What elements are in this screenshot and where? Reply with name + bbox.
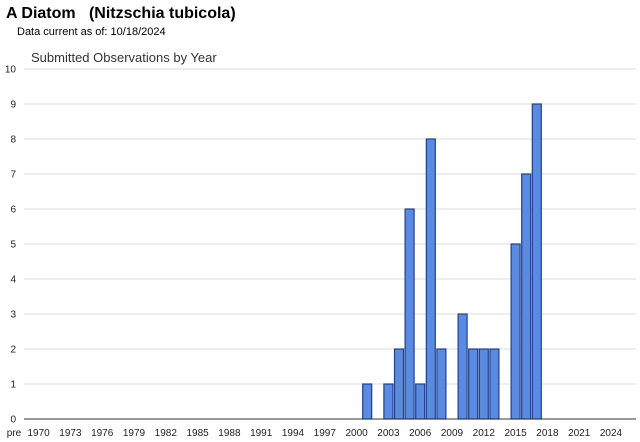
y-tick-label: 7 — [10, 170, 16, 181]
x-tick-label: 2012 — [473, 428, 496, 439]
y-tick-label: 8 — [10, 135, 16, 146]
x-tick-label: 1991 — [250, 428, 273, 439]
x-tick-label: 2003 — [377, 428, 400, 439]
data-date-note: Data current as of: 10/18/2024 — [17, 26, 166, 38]
y-tick-label: 5 — [10, 240, 16, 251]
bar-2001 — [362, 383, 373, 420]
bars — [362, 103, 542, 420]
bar-2016 — [521, 173, 532, 420]
grid-lines — [24, 68, 636, 385]
bar-2007 — [425, 138, 436, 420]
bar-2005 — [404, 208, 415, 420]
x-tick-label: 2021 — [568, 428, 591, 439]
x-tick-label: 1985 — [186, 428, 209, 439]
x-tick-label: 1976 — [91, 428, 114, 439]
x-tick-label: 2015 — [504, 428, 527, 439]
y-tick-label: 1 — [10, 380, 16, 391]
x-tick-label: 1982 — [155, 428, 178, 439]
bar-2004 — [393, 348, 405, 420]
bar-2011 — [468, 348, 479, 420]
bar-2008 — [436, 348, 447, 420]
x-tick-label: pre — [7, 428, 22, 439]
y-tick-label: 0 — [10, 415, 16, 426]
y-tick-label: 4 — [10, 275, 16, 286]
chart-title: Submitted Observations by Year — [31, 50, 217, 65]
x-tick-label: 1973 — [59, 428, 82, 439]
x-tick-label: 1997 — [314, 428, 337, 439]
bar-2006 — [415, 383, 426, 420]
y-tick-label: 10 — [5, 65, 17, 76]
bar-2010 — [457, 313, 468, 420]
x-tick-label: 1979 — [123, 428, 146, 439]
bar-2012 — [478, 348, 489, 420]
y-tick-label: 6 — [10, 205, 16, 216]
bar-2017 — [531, 103, 542, 420]
y-axis-ticks: 0 1 2 3 4 5 6 7 8 9 10 — [5, 65, 17, 426]
bar-2003 — [383, 383, 394, 420]
y-tick-label: 2 — [10, 345, 16, 356]
x-tick-label: 2024 — [600, 428, 623, 439]
y-tick-label: 3 — [10, 310, 16, 321]
x-tick-label: 2009 — [441, 428, 464, 439]
x-tick-label: 1988 — [218, 428, 241, 439]
bar-2013 — [489, 348, 500, 420]
bar-2015 — [510, 243, 521, 420]
x-tick-label: 2018 — [536, 428, 559, 439]
x-tick-label: 1970 — [27, 428, 50, 439]
y-tick-label: 9 — [10, 100, 16, 111]
x-tick-label: 2000 — [345, 428, 368, 439]
x-tick-label: 2006 — [409, 428, 432, 439]
x-axis-ticks: pre 1970 1973 1976 1979 1982 1985 1988 1991 1994 1… — [7, 428, 623, 439]
x-tick-label: 1994 — [282, 428, 305, 439]
page-title: A Diatom (Nitzschia tubicola) — [6, 5, 236, 22]
